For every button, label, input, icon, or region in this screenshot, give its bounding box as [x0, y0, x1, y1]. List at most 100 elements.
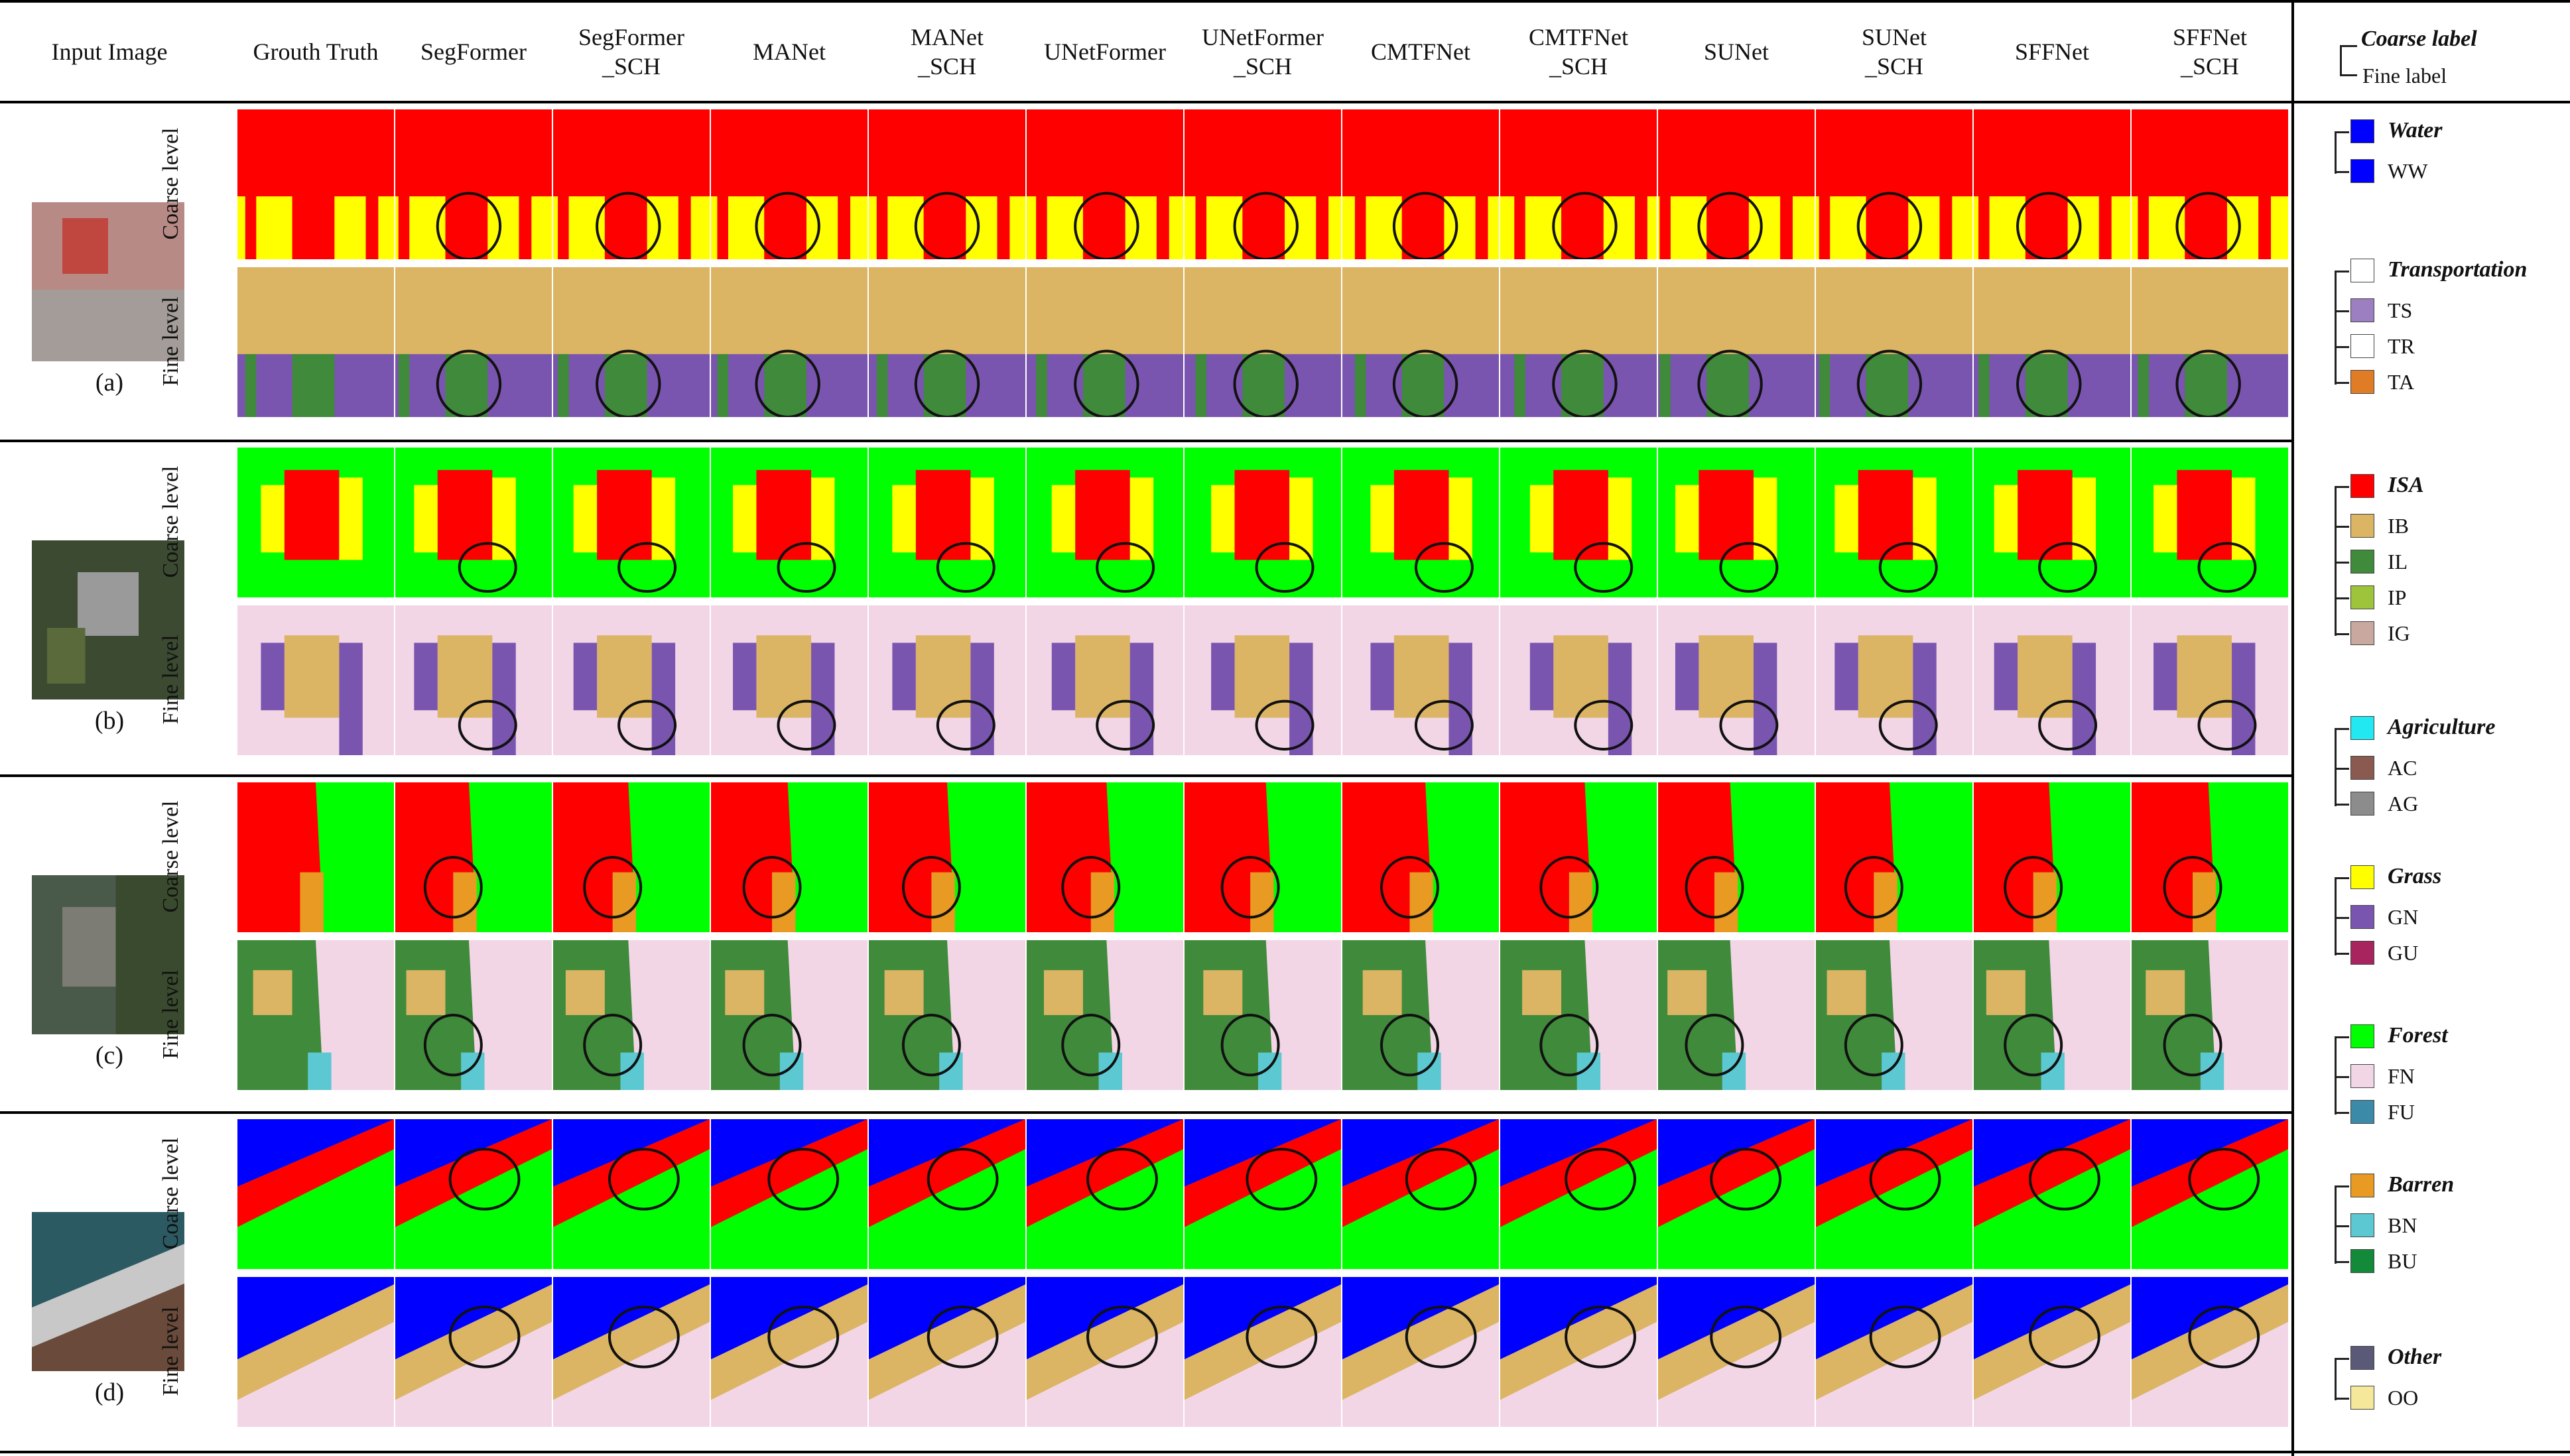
- seg-map-r0-c9-fine: [1658, 267, 1815, 417]
- legend-subclass-label: GU: [2388, 941, 2419, 965]
- seg-map-r3-c0-fine: [237, 1277, 394, 1427]
- seg-map-r3-c9-fine: [1658, 1277, 1815, 1427]
- seg-map-r1-c5-fine: [1027, 605, 1183, 755]
- seg-map-r1-c11-coarse: [1974, 448, 2130, 597]
- seg-map-r2-c5-fine: [1027, 940, 1183, 1090]
- seg-map-r2-c8-fine: [1500, 940, 1657, 1090]
- seg-map-r1-c6-coarse: [1185, 448, 1341, 597]
- legend-swatch-ta: [2350, 370, 2374, 394]
- legend-swatch-ts: [2350, 298, 2374, 322]
- header-col-4: MANet _SCH: [911, 24, 984, 80]
- legend-swatch-ac: [2350, 756, 2374, 780]
- level-label-fine: Fine level: [159, 296, 183, 387]
- seg-map-r1-c10-coarse: [1816, 448, 1972, 597]
- seg-map-r3-c0-coarse: [237, 1119, 394, 1269]
- seg-map-r2-c11-coarse: [1974, 782, 2130, 932]
- seg-map-r2-c10-fine: [1816, 940, 1972, 1090]
- seg-map-r3-c12-fine: [2132, 1277, 2288, 1427]
- input-image-3: [32, 1212, 184, 1371]
- seg-map-r1-c1-coarse: [395, 448, 552, 597]
- seg-map-r1-c8-fine: [1500, 605, 1657, 755]
- header-col-2: SegFormer _SCH: [578, 24, 684, 80]
- legend-subclass-label: FU: [2388, 1100, 2415, 1124]
- seg-map-r1-c4-fine: [869, 605, 1025, 755]
- legend-tree: [2335, 877, 2337, 955]
- legend-swatch-gn: [2350, 905, 2374, 929]
- seg-map-r0-c9-coarse: [1658, 109, 1815, 259]
- seg-map-r3-c8-coarse: [1500, 1119, 1657, 1269]
- seg-map-r1-c8-coarse: [1500, 448, 1657, 597]
- input-image-0: [32, 202, 184, 361]
- legend-class-title: Barren: [2388, 1172, 2455, 1197]
- seg-map-r0-c11-fine: [1974, 267, 2130, 417]
- legend-class-title: ISA: [2388, 473, 2424, 497]
- legend-class-title: Forest: [2388, 1023, 2448, 1048]
- seg-map-r0-c8-fine: [1500, 267, 1657, 417]
- seg-map-r0-c3-coarse: [711, 109, 867, 259]
- legend-subclass-label: GN: [2388, 905, 2419, 929]
- row-label: (a): [95, 369, 124, 396]
- seg-map-r3-c2-fine: [553, 1277, 710, 1427]
- legend-tree: [2335, 486, 2337, 636]
- legend-swatch-gu: [2350, 941, 2374, 965]
- seg-map-r0-c5-fine: [1027, 267, 1183, 417]
- legend-swatch-ag: [2350, 792, 2374, 816]
- seg-map-r0-c1-coarse: [395, 109, 552, 259]
- header-col-7: CMTFNet: [1370, 38, 1470, 65]
- seg-map-r0-c11-coarse: [1974, 109, 2130, 259]
- seg-map-r3-c10-coarse: [1816, 1119, 1972, 1269]
- seg-map-r2-c10-coarse: [1816, 782, 1972, 932]
- seg-map-r0-c12-coarse: [2132, 109, 2288, 259]
- seg-map-r0-c5-coarse: [1027, 109, 1183, 259]
- legend-swatch-fu: [2350, 1100, 2374, 1124]
- row-separator: [0, 1111, 2291, 1114]
- level-label-fine: Fine level: [159, 969, 183, 1060]
- legend-subclass-label: FN: [2388, 1064, 2415, 1088]
- row-label: (b): [94, 707, 125, 735]
- seg-map-r0-c6-coarse: [1185, 109, 1341, 259]
- seg-map-r0-c0-fine: [237, 267, 394, 417]
- header-rule: [0, 101, 2570, 103]
- seg-map-r0-c7-fine: [1342, 267, 1499, 417]
- seg-map-r3-c1-fine: [395, 1277, 552, 1427]
- level-label-fine: Fine level: [159, 635, 183, 725]
- seg-map-r3-c9-coarse: [1658, 1119, 1815, 1269]
- header-col-9: SUNet: [1704, 38, 1769, 65]
- seg-map-r0-c4-coarse: [869, 109, 1025, 259]
- seg-map-r3-c10-fine: [1816, 1277, 1972, 1427]
- row-separator: [0, 774, 2291, 777]
- header-col-12: SFFNet _SCH: [2172, 24, 2248, 80]
- legend-tree: [2335, 1358, 2337, 1400]
- level-label-coarse: Coarse level: [159, 465, 183, 578]
- legend-class-title: Transportation: [2388, 257, 2528, 282]
- seg-map-r2-c7-fine: [1342, 940, 1499, 1090]
- legend-swatch-fn: [2350, 1064, 2374, 1088]
- seg-map-r1-c12-fine: [2132, 605, 2288, 755]
- seg-map-r1-c2-coarse: [553, 448, 710, 597]
- legend-swatch-forest: [2350, 1024, 2374, 1048]
- seg-map-r1-c4-coarse: [869, 448, 1025, 597]
- top-rule: [0, 0, 2570, 3]
- legend-swatch-bn: [2350, 1213, 2374, 1237]
- seg-map-r0-c6-fine: [1185, 267, 1341, 417]
- legend-tree: [2335, 271, 2337, 385]
- seg-map-r2-c7-coarse: [1342, 782, 1499, 932]
- seg-map-r3-c3-coarse: [711, 1119, 867, 1269]
- seg-map-r2-c4-coarse: [869, 782, 1025, 932]
- input-image-2: [32, 875, 184, 1034]
- seg-map-r2-c12-coarse: [2132, 782, 2288, 932]
- legend-swatch-other: [2350, 1346, 2374, 1370]
- bottom-rule: [0, 1451, 2570, 1453]
- seg-map-r1-c6-fine: [1185, 605, 1341, 755]
- seg-map-r2-c2-coarse: [553, 782, 710, 932]
- seg-map-r3-c11-coarse: [1974, 1119, 2130, 1269]
- seg-map-r3-c7-coarse: [1342, 1119, 1499, 1269]
- seg-map-r2-c11-fine: [1974, 940, 2130, 1090]
- legend-tree: [2335, 131, 2337, 174]
- header-col-5: UNetFormer: [1044, 38, 1166, 65]
- seg-map-r1-c11-fine: [1974, 605, 2130, 755]
- seg-map-r2-c1-fine: [395, 940, 552, 1090]
- seg-map-r3-c3-fine: [711, 1277, 867, 1427]
- legend-subclass-label: TA: [2388, 370, 2415, 394]
- seg-map-r1-c9-coarse: [1658, 448, 1815, 597]
